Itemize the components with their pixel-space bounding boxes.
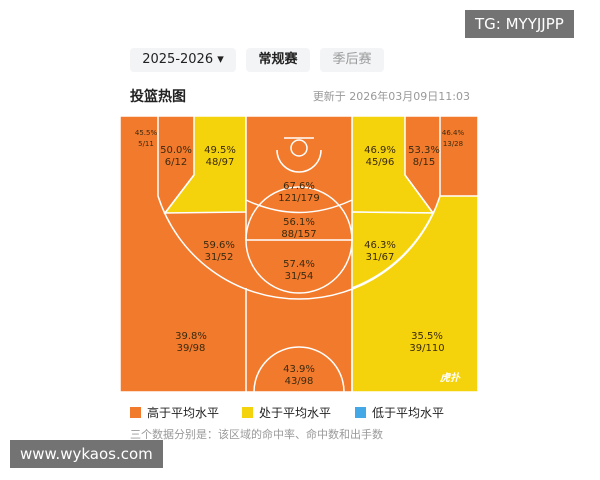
- court-line: [276, 149, 322, 173]
- legend-item: 低于平均水平: [355, 404, 444, 421]
- zone-pct: 46.3%: [364, 240, 396, 251]
- zone-counts: 6/12: [165, 157, 187, 168]
- season: 2025-2026: [142, 52, 214, 67]
- zone-counts: 5/11: [138, 140, 154, 148]
- legend-label: 低于平均水平: [372, 406, 445, 420]
- paint: [245, 115, 353, 241]
- watermark: www.wykaos.com: [10, 440, 163, 468]
- zone-counts: 88/157: [281, 229, 316, 240]
- title: 投篮热图: [130, 89, 186, 105]
- updated: 更新于 2026年03月09日11:03: [312, 90, 470, 103]
- zone-counts: 31/67: [366, 252, 395, 263]
- zone-counts: 121/179: [278, 193, 320, 204]
- legend-item: 处于平均水平: [242, 404, 331, 421]
- zone-pct: 43.9%: [283, 364, 315, 375]
- zone-pct: 46.4%: [442, 129, 465, 137]
- court-line: [164, 174, 434, 392]
- legend-swatch: [242, 407, 253, 418]
- court-line: [245, 186, 353, 294]
- legend-swatch: [130, 407, 141, 418]
- zone-counts: 43/98: [285, 376, 314, 387]
- zone-pct: 46.9%: [364, 145, 396, 156]
- zone-pct: 56.1%: [283, 217, 315, 228]
- court-line: [253, 346, 345, 393]
- zone-pct: 57.4%: [283, 259, 315, 270]
- logo: 虎扑: [439, 372, 461, 384]
- legend-swatch: [355, 407, 366, 418]
- legend-item: 高于平均水平: [130, 404, 219, 421]
- tab[interactable]: 季后赛: [320, 48, 384, 72]
- zone-counts: 13/28: [443, 140, 463, 148]
- tab[interactable]: 常规赛: [246, 48, 310, 72]
- zone-pct: 59.6%: [203, 240, 235, 251]
- zone-pct: 35.5%: [411, 331, 443, 342]
- zone-counts: 31/54: [285, 271, 314, 282]
- court-line: [290, 139, 308, 157]
- court-line: [245, 199, 353, 214]
- zone-pct: 49.5%: [204, 145, 236, 156]
- zone-counts: 39/110: [409, 343, 444, 354]
- watermark: TG: MYYJJPP: [465, 10, 574, 38]
- zone-pct: 50.0%: [160, 145, 192, 156]
- note: 三个数据分别是：该区域的命中率、命中数和出手数: [130, 428, 383, 441]
- zone-counts: 39/98: [177, 343, 206, 354]
- zone-area: [351, 211, 435, 290]
- zone-counts: 31/52: [205, 252, 234, 263]
- legend-label: 高于平均水平: [147, 406, 220, 420]
- zone-counts: 8/15: [413, 157, 435, 168]
- zone-pct: 67.6%: [283, 181, 315, 192]
- zone-pct: 39.8%: [175, 331, 207, 342]
- legend-label: 处于平均水平: [259, 406, 332, 420]
- zone-counts: 45/96: [366, 157, 395, 168]
- zone-pct: 45.5%: [135, 129, 158, 137]
- zone-pct: 53.3%: [408, 145, 440, 156]
- season-select[interactable]: 2025-2026 ▾: [130, 48, 236, 72]
- zone-counts: 48/97: [206, 157, 235, 168]
